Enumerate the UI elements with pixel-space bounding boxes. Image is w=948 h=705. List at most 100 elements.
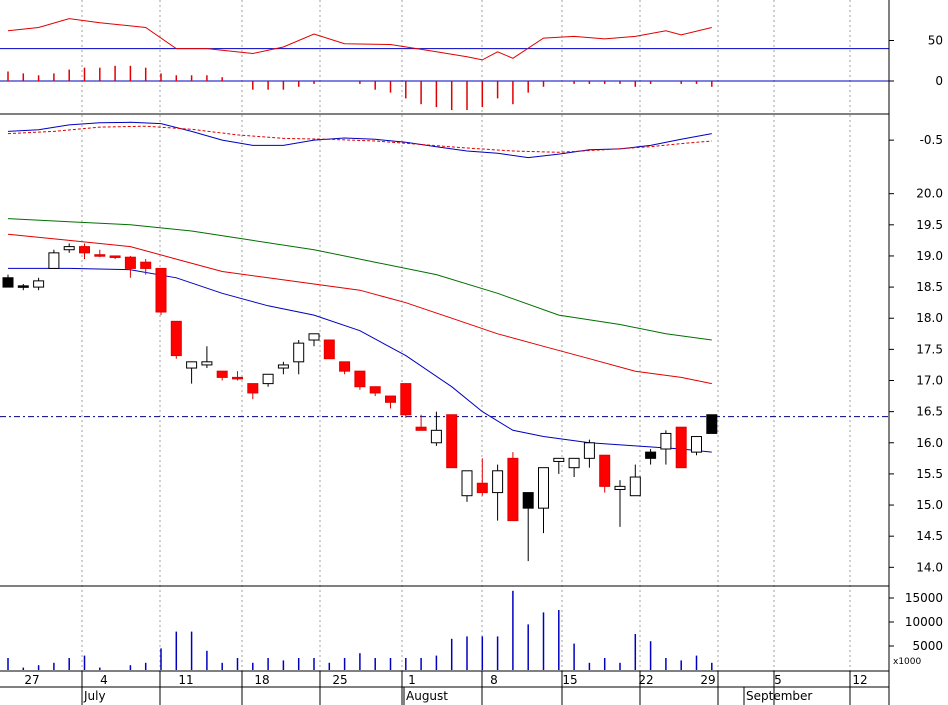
price-tick-label: 16.0 — [916, 436, 943, 450]
candle — [492, 464, 504, 521]
candle-body — [262, 373, 274, 385]
price-tick-label: 18.0 — [916, 311, 943, 325]
candle-body — [277, 364, 289, 369]
candle-body — [522, 492, 534, 509]
candle-body — [216, 370, 228, 378]
candle — [568, 457, 580, 478]
candle-body — [645, 451, 657, 459]
candle-body — [415, 426, 427, 431]
gridlines — [81, 0, 851, 671]
candle — [2, 274, 14, 288]
candle — [17, 283, 29, 291]
candle-body — [155, 267, 167, 313]
price-tick-label: 14.5 — [916, 529, 943, 543]
candle-body — [691, 436, 702, 453]
candle-body — [293, 342, 305, 363]
candle-body — [614, 485, 626, 490]
candle-body — [140, 261, 152, 269]
rsi-line — [7, 18, 712, 61]
x-day-label: 8 — [490, 673, 498, 687]
candle — [293, 340, 305, 375]
macd-tick-label: -0.5 — [920, 133, 943, 147]
candle-body — [507, 457, 519, 522]
candle — [33, 277, 45, 291]
candle — [109, 255, 121, 260]
moving-average-line — [7, 233, 712, 385]
candle-body — [17, 285, 29, 288]
candle — [553, 457, 565, 474]
moving-average-line — [7, 218, 712, 341]
x-month-label: September — [746, 689, 812, 703]
candle-body — [79, 246, 90, 254]
candle-body — [476, 482, 488, 494]
candle-body — [385, 395, 396, 403]
candle — [691, 436, 702, 456]
candle-body — [706, 414, 718, 434]
price-tick-label: 17.0 — [916, 374, 943, 388]
candle — [583, 439, 595, 468]
panel-borders — [0, 0, 890, 705]
x-day-label: 12 — [852, 673, 867, 687]
candle-body — [339, 361, 351, 372]
histogram-tick-label: 0 — [935, 74, 943, 88]
candle — [216, 370, 228, 381]
y-axis-labels: 50 0 -0.5 14.0 14.5 15.0 15.5 16.0 16.5 17.0 17.5 1… — [889, 34, 943, 667]
candle — [430, 411, 442, 446]
candle — [79, 243, 90, 260]
rsi-tick-label: 50 — [928, 34, 943, 48]
candle — [94, 249, 106, 258]
candle-body — [354, 370, 366, 388]
x-day-label: 29 — [700, 673, 715, 687]
candle — [614, 480, 626, 527]
candle — [201, 346, 213, 369]
candle — [186, 361, 198, 384]
candle-body — [186, 361, 198, 369]
x-day-label: 25 — [332, 673, 347, 687]
candle — [170, 320, 182, 359]
candle-body — [109, 255, 121, 258]
candle-body — [247, 383, 259, 394]
candle-body — [201, 361, 213, 366]
x-day-label: 11 — [178, 673, 193, 687]
candle — [323, 339, 335, 360]
candle-body — [446, 414, 458, 469]
price-panel — [0, 218, 889, 562]
candle — [354, 370, 366, 390]
candle-body — [94, 254, 106, 257]
x-day-label: 18 — [254, 673, 269, 687]
candle — [706, 414, 718, 434]
candle — [629, 464, 641, 497]
candle — [63, 243, 75, 253]
price-tick-label: 15.0 — [916, 498, 943, 512]
candle — [232, 371, 243, 381]
candle — [476, 458, 488, 496]
x-day-label: 22 — [638, 673, 653, 687]
candle — [339, 361, 351, 375]
price-tick-label: 17.5 — [916, 342, 943, 356]
volume-unit-label: x1000 — [893, 657, 922, 667]
candle-body — [124, 256, 136, 269]
volume-tick-label: 15000 — [905, 591, 943, 605]
candle-body — [553, 457, 565, 462]
x-month-label: July — [83, 689, 106, 703]
candle-body — [492, 470, 504, 494]
candle — [507, 452, 519, 522]
price-tick-label: 16.5 — [916, 405, 943, 419]
x-day-label: 5 — [774, 673, 782, 687]
candle — [446, 414, 458, 469]
candle-body — [63, 246, 75, 251]
candle — [660, 430, 672, 465]
candle — [262, 373, 274, 387]
x-day-label: 15 — [562, 673, 577, 687]
candle-body — [400, 383, 412, 416]
candle-body — [2, 277, 14, 288]
candle — [599, 454, 611, 493]
candle — [155, 267, 167, 316]
price-tick-label: 18.5 — [916, 280, 943, 294]
price-tick-label: 15.5 — [916, 467, 943, 481]
candle — [124, 255, 136, 278]
candle — [277, 361, 289, 375]
price-tick-label: 20.0 — [916, 187, 943, 201]
